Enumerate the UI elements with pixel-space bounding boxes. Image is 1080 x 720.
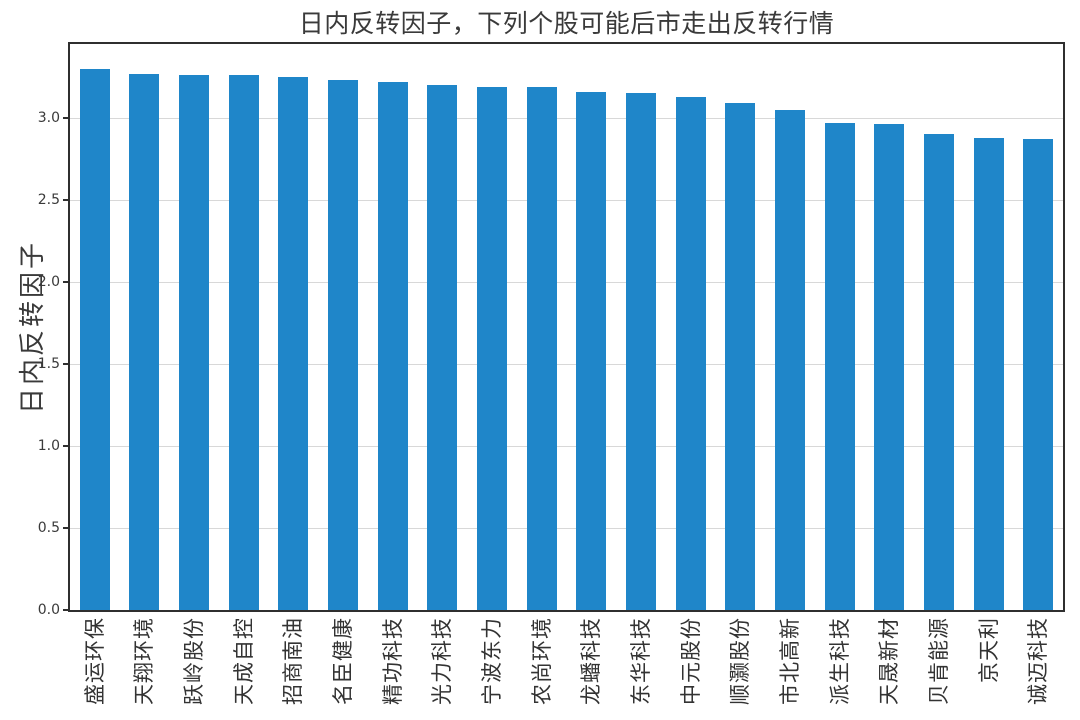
- x-tick-label-市北高新: 市北高新: [777, 617, 802, 705]
- bar-农尚环境: [526, 86, 557, 610]
- x-tick-label-农尚环境: 农尚环境: [529, 617, 554, 705]
- plot-area: [68, 42, 1065, 612]
- y-tick-label: 3.0: [37, 109, 60, 126]
- gridline: [70, 117, 1063, 119]
- y-axis-label: 日内反转因子: [18, 239, 48, 415]
- y-tick-mark: [63, 362, 68, 365]
- y-tick-label: 2.5: [37, 191, 60, 208]
- bar-名臣健康: [328, 80, 359, 610]
- gridline: [70, 527, 1063, 529]
- gridline: [70, 363, 1063, 365]
- bar-市北高新: [774, 109, 805, 610]
- x-tick-label-顺灏股份: 顺灏股份: [728, 617, 753, 705]
- bar-京天利: [973, 137, 1004, 610]
- bar-天翔环境: [129, 73, 160, 610]
- chart-title: 日内反转因子，下列个股可能后市走出反转行情: [298, 9, 835, 38]
- x-tick-label-贝肯能源: 贝肯能源: [926, 617, 951, 705]
- x-tick-label-光力科技: 光力科技: [430, 617, 455, 705]
- x-tick-label-盛运环保: 盛运环保: [82, 617, 107, 705]
- y-tick-label: 1.5: [37, 355, 60, 372]
- x-tick-label-派生科技: 派生科技: [827, 617, 852, 705]
- gridline: [70, 199, 1063, 201]
- y-tick-mark: [63, 444, 68, 447]
- bar-盛运环保: [79, 68, 110, 610]
- x-tick-label-龙蟠科技: 龙蟠科技: [579, 617, 604, 705]
- y-tick-label: 0.5: [37, 519, 60, 536]
- y-tick-mark: [63, 198, 68, 201]
- x-tick-label-名臣健康: 名臣健康: [331, 617, 356, 705]
- y-tick-label: 0.0: [37, 602, 60, 618]
- x-tick-label-宁波东力: 宁波东力: [480, 617, 505, 705]
- y-tick-label: 1.0: [37, 437, 60, 454]
- bar-天晟新材: [874, 124, 905, 610]
- x-tick-label-天晟新材: 天晟新材: [877, 617, 902, 705]
- bar-贝肯能源: [923, 134, 954, 610]
- bar-天成自控: [228, 75, 259, 610]
- bar-龙蟠科技: [576, 91, 607, 610]
- bar-精功科技: [377, 81, 408, 610]
- gridline: [70, 445, 1063, 447]
- bar-宁波东力: [477, 86, 508, 610]
- x-tick-label-东华科技: 东华科技: [628, 617, 653, 705]
- x-tick-label-精功科技: 精功科技: [380, 617, 405, 705]
- bar-跃岭股份: [179, 75, 210, 610]
- bar-招商南油: [278, 76, 309, 610]
- bar-顺灏股份: [725, 103, 756, 610]
- x-tick-label-中元股份: 中元股份: [678, 617, 703, 705]
- bar-东华科技: [625, 93, 656, 610]
- y-tick-mark: [63, 280, 68, 283]
- x-tick-label-天翔环境: 天翔环境: [132, 617, 157, 705]
- y-tick-mark: [63, 526, 68, 529]
- bar-中元股份: [675, 96, 706, 610]
- y-tick-label: 2.0: [37, 273, 60, 290]
- x-tick-label-跃岭股份: 跃岭股份: [182, 617, 207, 705]
- gridline: [70, 281, 1063, 283]
- bar-光力科技: [427, 85, 458, 610]
- y-tick-mark: [63, 609, 68, 611]
- x-tick-label-招商南油: 招商南油: [281, 617, 306, 705]
- x-tick-label-诚迈科技: 诚迈科技: [1026, 617, 1051, 705]
- bar-诚迈科技: [1023, 139, 1054, 610]
- y-tick-mark: [63, 116, 68, 119]
- x-tick-label-京天利: 京天利: [976, 617, 1001, 683]
- bar-派生科技: [824, 122, 855, 610]
- x-tick-label-天成自控: 天成自控: [231, 617, 256, 705]
